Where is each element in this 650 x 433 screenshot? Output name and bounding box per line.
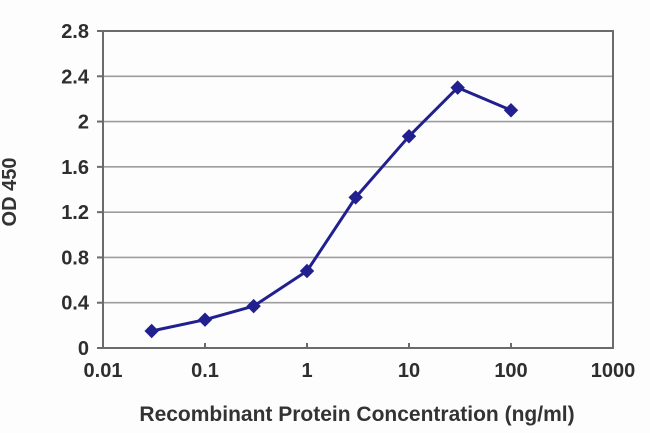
- y-tick-label: 2: [78, 112, 89, 134]
- data-point: [144, 323, 159, 339]
- data-series: [144, 80, 519, 339]
- y-tick-label: 1.6: [61, 157, 89, 179]
- plot-border: [102, 30, 614, 349]
- x-tick-label: 1000: [591, 360, 636, 382]
- data-point: [197, 312, 213, 327]
- x-tick-label: 10: [398, 360, 420, 382]
- x-axis-title: Recombinant Protein Concentration (ng/ml…: [139, 403, 574, 426]
- y-tick-label: 2.4: [61, 66, 90, 88]
- x-tick-label: 1: [301, 360, 312, 382]
- x-tick-label: 0.01: [84, 360, 123, 382]
- y-tick-label: 0.4: [61, 293, 90, 315]
- y-tick-label: 0.8: [61, 247, 89, 269]
- data-point: [299, 263, 315, 279]
- tick-labels: 0 0.4 0.8 1.2 1.6 2 2.4 2.8 0.01 0.1 1 10 100 1000: [61, 21, 635, 382]
- y-tick-label: 0: [78, 338, 89, 360]
- y-tick-label: 1.2: [61, 202, 89, 224]
- y-axis-title: OD 450: [0, 158, 21, 227]
- axis-ticks: [97, 30, 614, 349]
- gridlines: [103, 75, 613, 304]
- x-tick-label: 0.1: [191, 360, 219, 382]
- x-tick-label: 100: [494, 360, 527, 382]
- data-point: [348, 190, 363, 205]
- series-line: [150, 86, 513, 333]
- plot-frame: [102, 30, 614, 349]
- data-point: [503, 103, 519, 118]
- data-point: [401, 129, 417, 144]
- data-point: [246, 298, 261, 314]
- data-point: [450, 80, 465, 95]
- y-tick-label: 2.8: [61, 21, 89, 43]
